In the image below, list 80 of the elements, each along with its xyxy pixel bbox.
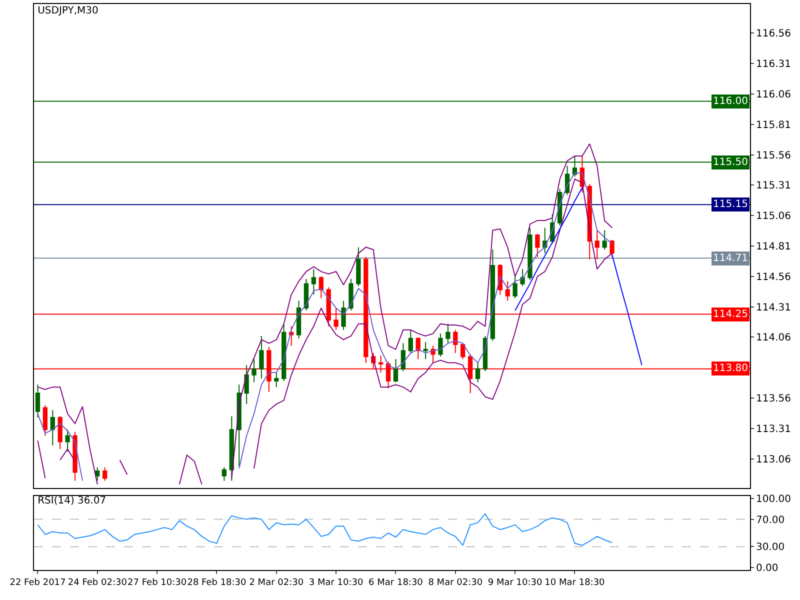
candlestick — [341, 300, 346, 330]
y-tick-label: 116.56 — [756, 28, 791, 40]
candlestick — [318, 276, 324, 299]
x-tick-label: 22 Feb 2017 — [10, 578, 66, 588]
y-tick-label: 116.31 — [756, 59, 791, 70]
y-tick-label: 100.00 — [756, 494, 791, 506]
candlestick — [296, 300, 302, 339]
candlestick — [274, 372, 279, 388]
line-series — [612, 254, 642, 366]
candlestick — [356, 246, 361, 287]
candlestick — [244, 364, 249, 405]
y-tick-label: 30.00 — [756, 542, 785, 554]
x-tick-label: 2 Mar 02:30 — [249, 578, 304, 588]
y-tick-label: 115.56 — [756, 150, 791, 162]
candlestick — [490, 249, 496, 342]
candlestick — [35, 384, 40, 418]
candlestick — [460, 342, 466, 360]
x-tick-label: 24 Feb 02:30 — [68, 578, 128, 588]
y-tick-label: 116.06 — [756, 89, 791, 100]
candlestick — [423, 342, 428, 360]
candlestick — [520, 268, 525, 287]
candlestick — [438, 333, 443, 358]
x-tick-label: 28 Feb 18:30 — [187, 578, 247, 588]
candlestick — [602, 230, 607, 250]
x-tick-label: 6 Mar 18:30 — [368, 578, 424, 588]
candlestick — [42, 404, 48, 436]
y-tick-label: 0.00 — [756, 562, 778, 574]
candlestick — [408, 329, 413, 354]
candlestick — [475, 362, 480, 383]
ref-line-label: 113.80 — [713, 363, 748, 374]
candlestick — [535, 233, 540, 258]
x-tick-label: 3 Mar 10:30 — [308, 578, 364, 588]
chart-title: USDJPY,M30 — [38, 5, 98, 16]
candlestick — [229, 416, 234, 482]
candlestick — [400, 342, 406, 372]
candlestick — [416, 336, 420, 360]
candlestick — [446, 323, 450, 344]
x-tick-label: 27 Feb 10:30 — [128, 578, 187, 588]
y-tick-label: 115.06 — [756, 211, 791, 222]
ref-line-label: 114.25 — [713, 309, 748, 320]
y-tick-label: 114.06 — [756, 332, 791, 344]
candlestick — [393, 358, 398, 383]
ref-line-label: 114.71 — [713, 253, 748, 264]
candlestick — [311, 268, 316, 296]
x-tick-label: 9 Mar 10:30 — [488, 578, 543, 588]
y-tick-label: 70.00 — [756, 514, 785, 526]
candlestick — [528, 227, 532, 281]
y-tick-label: 114.56 — [756, 272, 791, 283]
candlestick — [65, 429, 70, 452]
ref-line-label: 115.15 — [713, 199, 748, 210]
y-tick-label: 113.56 — [756, 394, 791, 405]
candlestick — [610, 239, 614, 258]
y-tick-label: 115.81 — [756, 120, 791, 131]
candlestick — [512, 276, 518, 299]
candlestick — [95, 466, 100, 482]
candlestick — [102, 466, 108, 482]
y-tick-label: 114.81 — [756, 242, 791, 252]
line-series — [37, 513, 613, 546]
candlestick — [348, 278, 354, 311]
candlestick — [282, 323, 286, 382]
candlestick — [252, 358, 256, 383]
x-tick-label: 10 Mar 18:30 — [544, 578, 606, 588]
candlestick — [58, 416, 62, 450]
y-tick-label: 113.06 — [756, 454, 791, 466]
ref-line-label: 116.00 — [713, 96, 748, 107]
y-tick-label: 115.31 — [756, 180, 791, 192]
candlestick — [304, 278, 309, 311]
y-tick-label: 113.31 — [756, 424, 791, 435]
candlestick — [453, 329, 458, 354]
chart-title: RSI(14) 36.07 — [38, 495, 106, 506]
y-tick-label: 114.31 — [756, 302, 791, 314]
candlestick — [594, 230, 600, 260]
x-tick-label: 8 Mar 02:30 — [428, 578, 483, 588]
candlestick — [288, 326, 294, 346]
candlestick — [50, 410, 55, 446]
candlestick — [222, 466, 227, 482]
candlestick — [505, 280, 510, 302]
line-series — [514, 187, 583, 311]
candlestick — [259, 335, 264, 380]
ref-line-label: 115.50 — [713, 157, 748, 168]
